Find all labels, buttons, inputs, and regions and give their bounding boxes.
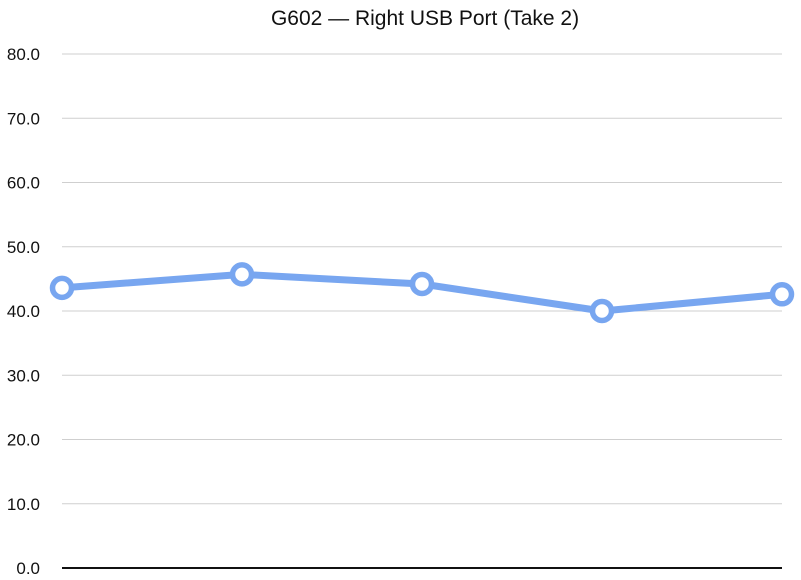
y-tick-label: 20.0 — [7, 431, 40, 450]
y-tick-label: 10.0 — [7, 495, 40, 514]
y-tick-label: 30.0 — [7, 366, 40, 385]
y-axis-ticks: 0.0 10.0 20.0 30.0 40.0 50.0 60.0 70.0 80.0 — [7, 45, 40, 578]
chart-title: G602 — Right USB Port (Take 2) — [271, 7, 579, 30]
y-tick-label: 60.0 — [7, 174, 40, 193]
data-point[interactable] — [769, 282, 795, 307]
y-tick-label: 70.0 — [7, 109, 40, 128]
y-tick-label: 40.0 — [7, 302, 40, 321]
series — [49, 262, 795, 324]
y-tick-label: 80.0 — [7, 45, 40, 64]
y-tick-label: 0.0 — [16, 559, 40, 578]
data-point[interactable] — [229, 262, 255, 287]
data-point[interactable] — [409, 271, 435, 297]
data-point[interactable] — [589, 298, 615, 324]
gridlines — [62, 53, 782, 569]
data-point[interactable] — [49, 275, 75, 301]
y-tick-label: 50.0 — [7, 238, 40, 257]
